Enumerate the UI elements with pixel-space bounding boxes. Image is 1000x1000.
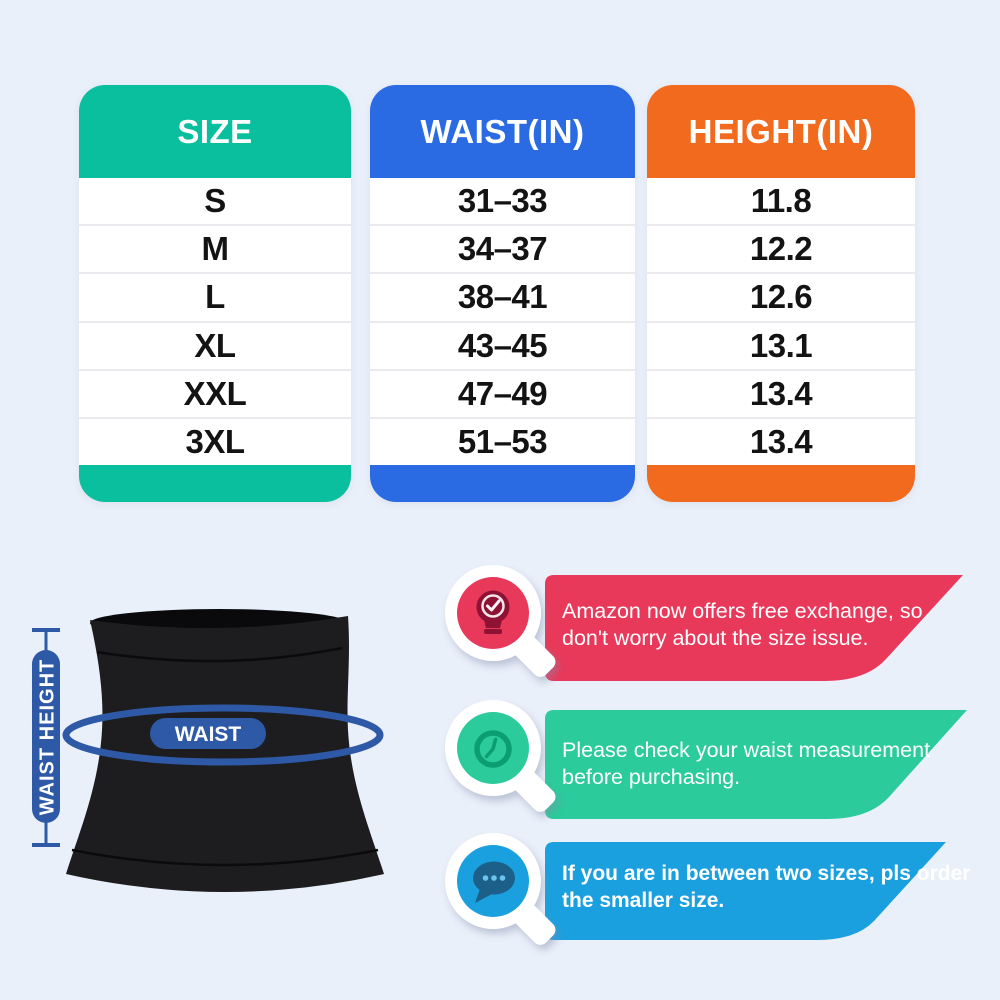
size-column: SIZE S M L XL XXL 3XL (79, 85, 351, 502)
lightbulb-check-icon (476, 590, 510, 634)
ribbon-banner (545, 710, 967, 819)
waist-cell: 34–37 (370, 224, 635, 272)
waist-cell: 31–33 (457, 182, 548, 220)
size-cell: S (204, 182, 226, 220)
height-column-body: 11.8 12.2 12.6 13.1 13.4 13.4 (647, 178, 915, 465)
waist-label: WAIST (175, 723, 242, 746)
waist-cell: 51–53 (370, 416, 635, 465)
height-column-header: HEIGHT(IN) (647, 85, 915, 178)
callout-order-smaller: If you are in between two sizes, pls ord… (440, 833, 1000, 983)
height-cell: 13.4 (647, 416, 915, 465)
waist-column-header: WAIST(IN) (370, 85, 635, 178)
waist-column: WAIST(IN) 31–33 34–37 38–41 43–45 47–49 … (370, 85, 635, 502)
clock-icon (474, 730, 512, 768)
waist-column-footer (370, 465, 635, 502)
size-column-body: S M L XL XXL 3XL (79, 178, 351, 465)
waist-height-ruler: WAIST HEIGHT (32, 628, 60, 847)
callout-free-exchange-text: Amazon now offers free exchange, so don'… (562, 599, 923, 650)
height-cell: 12.6 (647, 272, 915, 320)
garment-top-seam (96, 646, 343, 663)
height-cell: 12.2 (647, 224, 915, 272)
waist-height-label: WAIST HEIGHT (37, 659, 59, 815)
height-cell: 11.8 (750, 182, 812, 220)
size-cell: L (79, 272, 351, 320)
waist-column-header-label: WAIST(IN) (420, 112, 585, 150)
size-cell: XL (79, 320, 351, 369)
waist-cell: 47–49 (370, 368, 635, 417)
ribbon-banner (545, 575, 963, 681)
height-cell: 13.1 (647, 320, 915, 369)
waist-cell: 43–45 (370, 320, 635, 369)
waist-measure-loop (62, 704, 384, 766)
callout-check-measurement-text: Please check your waist measurement befo… (562, 738, 931, 789)
waist-trainer-illustration (66, 609, 384, 892)
callout-free-exchange-graphic (445, 565, 963, 681)
height-column-footer (647, 465, 915, 502)
callout-check-measurement: Please check your waist measurement befo… (440, 700, 1000, 850)
waist-column-body: 31–33 34–37 38–41 43–45 47–49 51–53 (370, 178, 635, 465)
size-cell: 3XL (79, 416, 351, 465)
waist-cell: 38–41 (370, 272, 635, 320)
garment-body (66, 616, 384, 892)
size-cell: M (79, 224, 351, 272)
size-column-header: SIZE (79, 85, 351, 178)
callout-order-smaller-text: If you are in between two sizes, pls ord… (562, 862, 971, 912)
callout-order-smaller-graphic (445, 833, 946, 945)
height-label-pill (32, 650, 60, 823)
chat-dots-icon (473, 861, 515, 903)
waist-label-pill (150, 718, 266, 749)
callout-free-exchange: Amazon now offers free exchange, so don'… (440, 565, 1000, 715)
size-column-header-label: SIZE (177, 112, 253, 150)
height-column: HEIGHT(IN) 11.8 12.2 12.6 13.1 13.4 13.4 (647, 85, 915, 502)
ribbon-banner (545, 842, 946, 940)
height-column-header-label: HEIGHT(IN) (688, 112, 874, 150)
callout-check-measurement-graphic (445, 700, 967, 819)
size-column-footer (79, 465, 351, 502)
garment-bottom-seam (71, 848, 379, 867)
height-cell: 13.4 (647, 368, 915, 417)
waist-trainer-diagram: WAIST WAIST HEIGHT (32, 609, 384, 892)
size-cell: XXL (79, 368, 351, 417)
